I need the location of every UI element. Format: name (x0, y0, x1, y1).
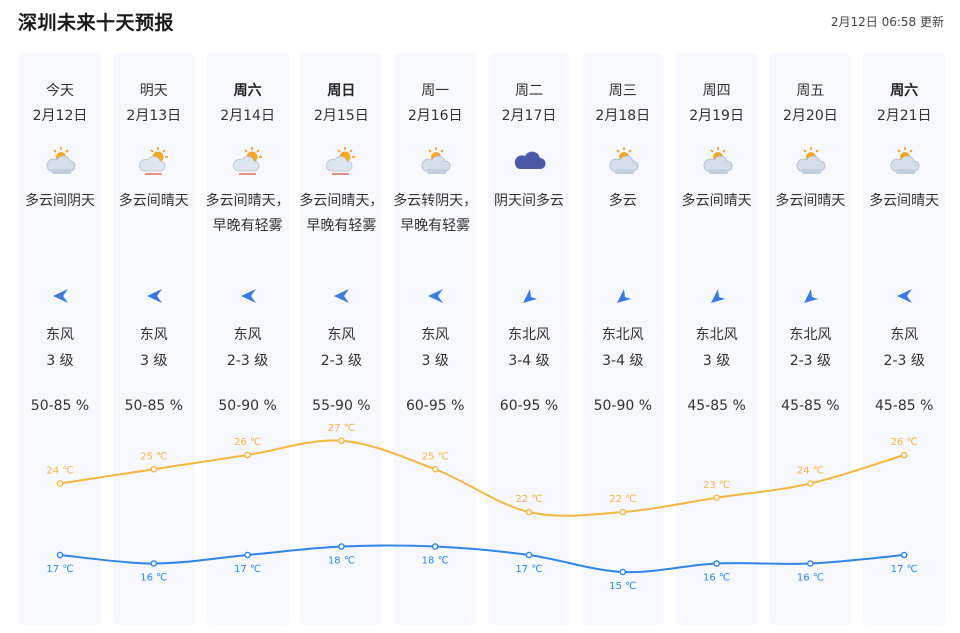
arrow-southwest-icon (615, 287, 633, 305)
forecast-header: 深圳未来十天预报 2月12日 06:58 更新 (0, 0, 960, 44)
forecast-day-card: 周五 2月20日多云间晴天东北风 2-3 级 45-85 % (769, 53, 852, 625)
humidity-range: 50-90 % (218, 398, 277, 414)
humidity-range: 45-85 % (874, 398, 934, 414)
partly-sunny-icon (325, 146, 359, 176)
day-label: 周六 (233, 83, 262, 99)
humidity-range: 50-85 % (124, 398, 184, 414)
weather-description: 多云 (608, 193, 637, 209)
arrow-west-icon (333, 287, 351, 305)
wind-direction: 东风 (890, 327, 919, 343)
forecast-day-card: 周日 2月15日多云间晴天，早晚有轻雾东风 2-3 级 55-90 % (299, 53, 383, 625)
date-label: 2月17日 (501, 108, 557, 124)
day-label: 今天 (46, 83, 74, 99)
day-label: 周日 (327, 83, 356, 99)
humidity-range: 60-95 % (499, 398, 559, 414)
forecast-day-card: 周六 2月14日多云间晴天，早晚有轻雾东风 2-3 级 50-90 % (206, 53, 290, 625)
partly-cloudy-icon (794, 146, 828, 176)
day-label: 周四 (702, 83, 731, 99)
wind-level: 3 级 (46, 353, 74, 369)
weather-description: 多云间晴天，早晚有轻雾 (205, 193, 290, 234)
wind-direction: 东北风 (601, 327, 644, 343)
arrow-southwest-icon (709, 287, 727, 305)
date-label: 2月12日 (32, 108, 88, 124)
wind-direction: 东北风 (695, 327, 738, 343)
wind-level: 3 级 (140, 353, 168, 369)
partly-cloudy-icon (44, 146, 78, 176)
arrow-southwest-icon (521, 287, 539, 305)
wind-direction: 东北风 (789, 327, 832, 343)
day-label: 周二 (515, 83, 543, 99)
wind-direction: 东风 (327, 327, 356, 343)
date-label: 2月20日 (783, 108, 838, 124)
arrow-west-icon (427, 287, 445, 305)
wind-direction: 东风 (233, 327, 262, 343)
date-label: 2月15日 (314, 108, 369, 124)
forecast-day-card: 周三 2月18日多云东北风 3-4 级 50-90 % (581, 53, 664, 625)
day-label: 周五 (796, 83, 825, 99)
weather-description: 多云间晴天 (681, 193, 752, 209)
date-label: 2月13日 (126, 108, 182, 124)
forecast-day-card: 周一 2月16日多云转阴天，早晚有轻雾东风 3 级 60-95 % (393, 53, 477, 625)
weather-description: 多云间阴天 (25, 193, 95, 209)
wind-level: 3 级 (421, 353, 449, 369)
wind-level: 2-3 级 (226, 353, 269, 369)
weather-description: 多云间晴天，早晚有轻雾 (299, 193, 384, 234)
arrow-west-icon (240, 287, 258, 305)
wind-level: 3-4 级 (602, 353, 644, 369)
page-title: 深圳未来十天预报 (18, 12, 175, 34)
partly-sunny-icon (138, 146, 172, 176)
arrow-southwest-icon (802, 287, 820, 305)
forecast-day-card: 周二 2月17日阴天间多云东北风 3-4 级 60-95 % (488, 53, 570, 625)
weather-description: 多云间晴天 (869, 193, 940, 209)
humidity-range: 60-95 % (405, 398, 465, 414)
forecast-day-card: 今天 2月12日多云间阴天东风 3 级 50-85 % (19, 53, 101, 625)
forecast-day-card: 周六 2月21日多云间晴天东风 2-3 级 45-85 % (863, 53, 946, 625)
overcast-icon (513, 146, 547, 176)
partly-cloudy-icon (607, 146, 641, 176)
wind-direction: 东风 (139, 327, 168, 343)
date-label: 2月21日 (876, 108, 932, 124)
date-label: 2月18日 (595, 108, 651, 124)
wind-level: 2-3 级 (320, 353, 363, 369)
arrow-west-icon (52, 287, 70, 305)
partly-sunny-icon (232, 146, 266, 176)
day-label: 周一 (421, 83, 450, 99)
day-label: 周三 (608, 83, 637, 99)
humidity-range: 50-90 % (593, 398, 653, 414)
wind-level: 2-3 级 (883, 353, 925, 369)
wind-level: 3-4 级 (508, 353, 550, 369)
weather-description: 多云转阴天，早晚有轻雾 (393, 193, 478, 234)
humidity-range: 45-85 % (687, 398, 746, 414)
wind-direction: 东风 (46, 327, 74, 343)
day-label: 明天 (139, 83, 168, 99)
partly-cloudy-icon (419, 146, 453, 176)
forecast-day-card: 周四 2月19日多云间晴天东北风 3 级 45-85 % (675, 53, 758, 625)
humidity-range: 45-85 % (781, 398, 840, 414)
date-label: 2月14日 (220, 108, 275, 124)
wind-direction: 东风 (421, 327, 450, 343)
forecast-columns: 今天 2月12日多云间阴天东风 3 级 50-85 % 明天 2月13日多云间晴天东风 3 … (19, 53, 946, 625)
weather-description: 多云间晴天 (118, 193, 189, 209)
forecast-day-card: 明天 2月13日多云间晴天东风 3 级 50-85 % (112, 53, 195, 625)
weather-description: 阴天间多云 (494, 193, 564, 209)
humidity-range: 55-90 % (312, 398, 371, 414)
wind-level: 2-3 级 (789, 353, 832, 369)
day-label: 周六 (890, 83, 919, 99)
wind-direction: 东北风 (508, 327, 550, 343)
wind-level: 3 级 (702, 353, 731, 369)
arrow-west-icon (146, 287, 164, 305)
humidity-range: 50-85 % (30, 398, 90, 414)
partly-cloudy-icon (888, 146, 922, 176)
update-time: 2月12日 06:58 更新 (830, 15, 944, 29)
partly-cloudy-icon (701, 146, 735, 176)
arrow-west-icon (896, 287, 914, 305)
date-label: 2月16日 (407, 108, 463, 124)
weather-description: 多云间晴天 (775, 193, 846, 209)
date-label: 2月19日 (689, 108, 744, 124)
